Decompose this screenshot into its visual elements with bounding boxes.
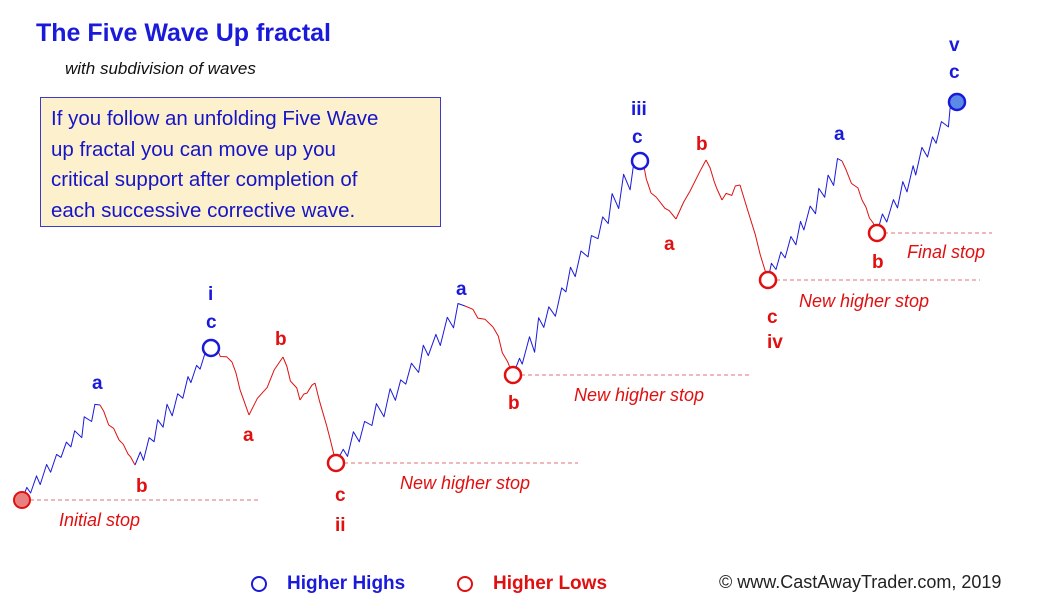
- corrective-wave-segment: [299, 382, 316, 401]
- impulse-wave-segment: [335, 303, 466, 464]
- corrective-wave-segment: [464, 305, 494, 328]
- info-line: critical support after completion of: [51, 168, 358, 191]
- corrective-wave-segment: [841, 160, 863, 201]
- blue-circle-icon: [251, 576, 267, 592]
- initial-low-marker: [13, 491, 31, 509]
- label-wave-iv-b: b: [696, 134, 708, 155]
- corrective-wave-segment: [650, 192, 677, 220]
- info-box: If you follow an unfolding Five Wave up …: [40, 97, 441, 227]
- label-wave-ii-b: b: [275, 329, 287, 350]
- corrective-wave-segment: [705, 159, 723, 201]
- corrective-wave-segment: [99, 404, 120, 441]
- label-wave-ii-c: c: [335, 485, 346, 506]
- label-wave-i-sub-b: b: [136, 476, 148, 497]
- label-wave-i: i: [208, 284, 213, 305]
- corrective-wave-segment: [675, 159, 707, 220]
- label-wave-i-sub-a: a: [92, 373, 103, 394]
- impulse-wave-segment: [767, 158, 843, 281]
- label-wave-ii: ii: [335, 515, 346, 536]
- label-wave-v-sub-b: b: [872, 252, 884, 273]
- label-wave-iv-a: a: [664, 234, 675, 255]
- wave-ii-low-marker: [326, 453, 346, 473]
- wave-iii-sub-b-low-marker: [503, 365, 523, 385]
- diagram-title: The Five Wave Up fractal: [36, 19, 331, 47]
- stop-label-initial: Initial stop: [59, 510, 140, 530]
- label-wave-v-c: c: [949, 62, 960, 83]
- label-wave-iii-c: c: [632, 127, 643, 148]
- legend-higher-highs-label: Higher Highs: [287, 573, 406, 594]
- corrective-wave-segment: [492, 326, 514, 376]
- diagram-subtitle: with subdivision of waves: [65, 59, 256, 78]
- impulse-wave-segment: [512, 160, 641, 376]
- info-line: If you follow an unfolding Five Wave: [51, 107, 379, 130]
- stop-label-final: Final stop: [907, 242, 985, 262]
- legend-higher-highs: Higher Highs: [251, 573, 405, 595]
- red-circle-icon: [457, 576, 473, 592]
- impulse-wave-segment: [876, 101, 958, 234]
- legend: Higher Highs Higher Lows: [0, 573, 1043, 601]
- label-wave-v: v: [949, 35, 960, 56]
- corrective-wave-segment: [721, 184, 741, 201]
- label-wave-iii: iii: [631, 99, 647, 120]
- corrective-wave-segment: [314, 382, 337, 464]
- copyright-notice: © www.CastAwayTrader.com, 2019: [719, 572, 1002, 592]
- stop-label-2: New higher stop: [400, 473, 530, 493]
- info-line: each successive corrective wave.: [51, 198, 356, 222]
- impulse-wave-segment: [21, 403, 101, 501]
- corrective-wave-segment: [231, 361, 250, 416]
- stop-label-4: New higher stop: [799, 291, 929, 311]
- corrective-wave-segment: [118, 439, 136, 466]
- wave-v-high-marker: [947, 92, 967, 112]
- corrective-wave-segment: [248, 356, 284, 416]
- label-wave-iv-c: c: [767, 307, 778, 328]
- label-wave-iv: iv: [767, 332, 783, 353]
- impulse-wave-segment: [134, 346, 212, 466]
- label-wave-i-c: c: [206, 312, 217, 333]
- wave-iv-low-marker: [758, 270, 778, 290]
- legend-higher-lows-label: Higher Lows: [493, 573, 608, 594]
- stop-label-3: New higher stop: [574, 385, 704, 405]
- wave-v-sub-b-low-marker: [867, 223, 887, 243]
- corrective-wave-segment: [739, 184, 769, 281]
- wave-i-high-marker: [201, 338, 221, 358]
- label-wave-iii-sub-a: a: [456, 279, 467, 300]
- legend-higher-lows: Higher Lows: [457, 573, 607, 595]
- label-wave-iii-sub-b: b: [508, 393, 520, 414]
- wave-iii-high-marker: [630, 151, 650, 171]
- corrective-wave-segment: [282, 356, 301, 401]
- info-line: up fractal you can move up you: [51, 137, 336, 161]
- label-wave-ii-a: a: [243, 425, 254, 446]
- label-wave-v-sub-a: a: [834, 124, 845, 145]
